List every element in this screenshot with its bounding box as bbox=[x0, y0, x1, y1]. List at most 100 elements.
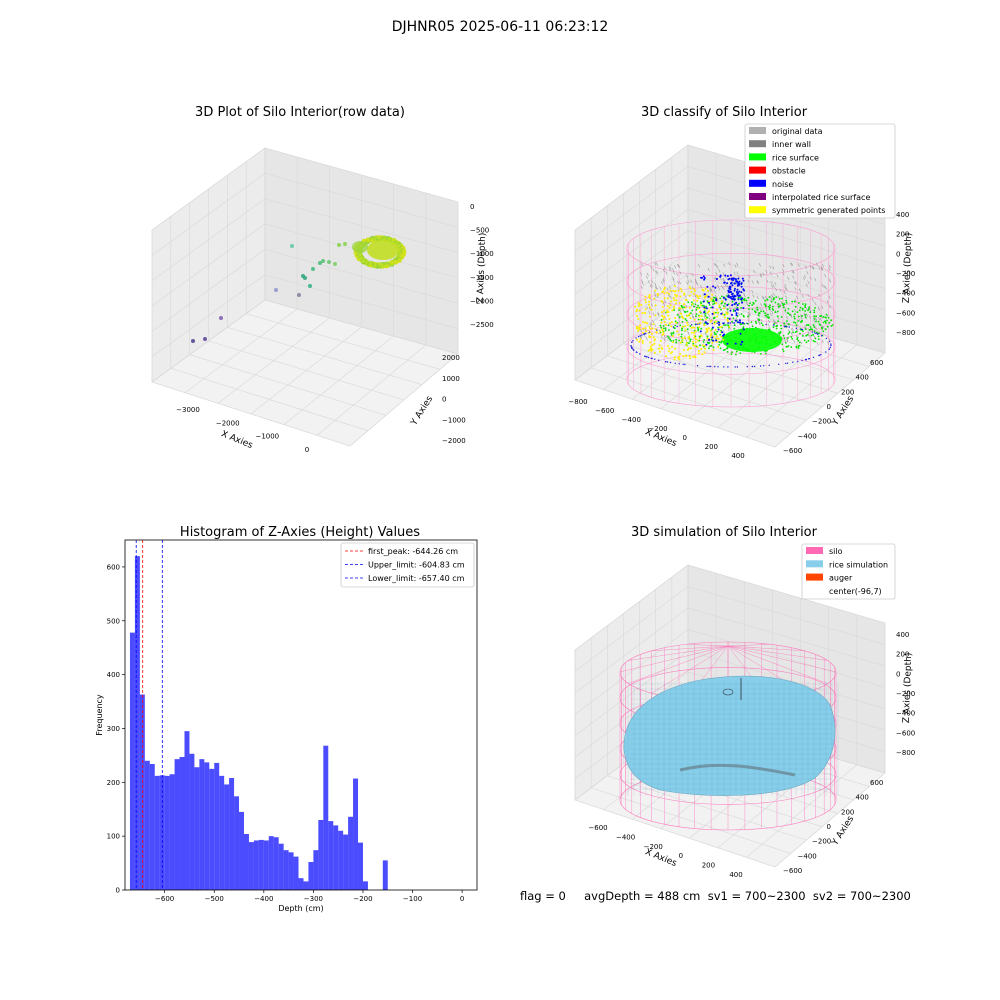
inner-wall-point bbox=[709, 287, 712, 291]
rice-surface-point bbox=[764, 305, 767, 308]
inner-wall-point bbox=[794, 281, 797, 285]
inner-wall-point bbox=[708, 314, 711, 318]
noise-point bbox=[632, 340, 634, 342]
rice-surface-point bbox=[814, 340, 816, 343]
p2-ztick-label: −200 bbox=[896, 270, 915, 278]
symmetric-point bbox=[679, 287, 682, 290]
noise-point bbox=[711, 322, 713, 325]
p4-xtick-label: −600 bbox=[588, 824, 607, 832]
inner-wall-point bbox=[668, 294, 671, 298]
noise-point bbox=[720, 312, 723, 315]
noise-point bbox=[708, 338, 711, 341]
rice-surface-point bbox=[790, 346, 793, 348]
inner-wall-point bbox=[810, 337, 813, 341]
inner-wall-point bbox=[807, 333, 810, 337]
noise-point bbox=[695, 323, 697, 326]
rice-surface-point bbox=[791, 338, 794, 340]
p2-legend-swatch bbox=[749, 140, 766, 148]
inner-wall-point bbox=[672, 276, 675, 280]
rice-surface-point bbox=[809, 326, 812, 328]
symmetric-point bbox=[683, 303, 686, 305]
raw-point bbox=[191, 339, 195, 343]
rice-surface-point bbox=[802, 303, 804, 305]
raw-point bbox=[308, 284, 312, 288]
rice-surface-point bbox=[751, 304, 754, 306]
symmetric-point bbox=[648, 335, 651, 338]
inner-wall-point bbox=[703, 312, 706, 316]
symmetric-point bbox=[684, 298, 687, 301]
noise-point bbox=[630, 345, 632, 347]
inner-wall-point bbox=[747, 313, 750, 317]
noise-point bbox=[811, 331, 814, 333]
inner-wall-point bbox=[685, 304, 688, 308]
noise-point bbox=[740, 291, 743, 294]
rice-surface-point bbox=[782, 350, 785, 353]
symmetric-point bbox=[691, 303, 694, 306]
rice-surface-point bbox=[777, 332, 780, 334]
noise-point bbox=[727, 322, 730, 324]
rice-surface bbox=[623, 675, 836, 796]
hist-bar bbox=[323, 745, 329, 890]
p2-ytick-label: −600 bbox=[783, 447, 802, 455]
inner-wall-point bbox=[654, 261, 657, 266]
rice-surface-point bbox=[700, 327, 703, 330]
inner-wall-point bbox=[821, 324, 824, 329]
symmetric-point bbox=[716, 311, 719, 314]
hist-legend-label: Lower_limit: -657.40 cm bbox=[368, 574, 465, 583]
rice-surface-point bbox=[719, 347, 722, 350]
rice-surface-point bbox=[707, 342, 710, 345]
symmetric-point bbox=[715, 335, 718, 338]
hist-vlines bbox=[135, 540, 163, 890]
symmetric-point bbox=[725, 312, 728, 315]
p2-ytick-label: 200 bbox=[841, 388, 854, 396]
noise-point bbox=[746, 322, 748, 324]
inner-wall-point bbox=[769, 271, 772, 275]
inner-wall-point bbox=[756, 280, 759, 284]
noise-point bbox=[829, 346, 831, 349]
symmetric-point bbox=[694, 330, 697, 333]
noise-point bbox=[737, 295, 740, 298]
inner-wall-point bbox=[690, 279, 693, 283]
symmetric-point bbox=[700, 334, 703, 337]
hist-xtick-label: −100 bbox=[403, 895, 422, 903]
rice-surface-point bbox=[805, 324, 808, 326]
noise-point bbox=[737, 298, 740, 301]
inner-wall-point bbox=[828, 264, 831, 269]
inner-wall-point bbox=[687, 332, 690, 336]
rice-surface-point bbox=[690, 312, 692, 314]
inner-wall-point bbox=[818, 293, 821, 297]
rice-surface-point bbox=[801, 335, 804, 337]
rice-surface-point bbox=[776, 310, 779, 313]
p2-grid-line bbox=[774, 352, 886, 448]
noise-point bbox=[735, 314, 738, 317]
p2-legend-swatch bbox=[749, 206, 766, 214]
p1-xlabel: X Axies bbox=[219, 429, 254, 451]
inner-wall-point bbox=[774, 281, 777, 286]
rice-surface-point bbox=[711, 328, 713, 330]
rice-surface-point bbox=[794, 313, 796, 315]
panel-raw-title: 3D Plot of Silo Interior(row data) bbox=[195, 105, 405, 120]
inner-wall-point bbox=[659, 286, 662, 290]
rice-surface-point bbox=[703, 305, 705, 307]
rice-surface-point bbox=[811, 328, 814, 331]
inner-wall-point bbox=[762, 272, 765, 276]
rice-surface-point bbox=[680, 333, 683, 336]
inner-wall-point bbox=[657, 312, 660, 316]
noise-point bbox=[828, 348, 830, 350]
rice-surface-point bbox=[730, 353, 733, 355]
inner-wall-point bbox=[666, 287, 669, 291]
p2-xtick-label: −200 bbox=[648, 425, 667, 433]
inner-wall-point bbox=[814, 301, 817, 306]
p2-grid-line bbox=[623, 343, 823, 408]
hist-bar bbox=[362, 881, 368, 890]
rice-surface-point bbox=[772, 298, 775, 301]
p2-legend-swatch bbox=[749, 127, 766, 134]
inner-wall-point bbox=[669, 295, 672, 299]
noise-point bbox=[778, 363, 780, 365]
p4-legend-swatch bbox=[806, 547, 823, 554]
inner-wall-point bbox=[640, 262, 643, 266]
noise-point bbox=[731, 295, 734, 298]
hist-bar bbox=[154, 775, 160, 890]
rice-surface-point bbox=[667, 335, 669, 338]
inner-wall-point bbox=[783, 290, 786, 295]
